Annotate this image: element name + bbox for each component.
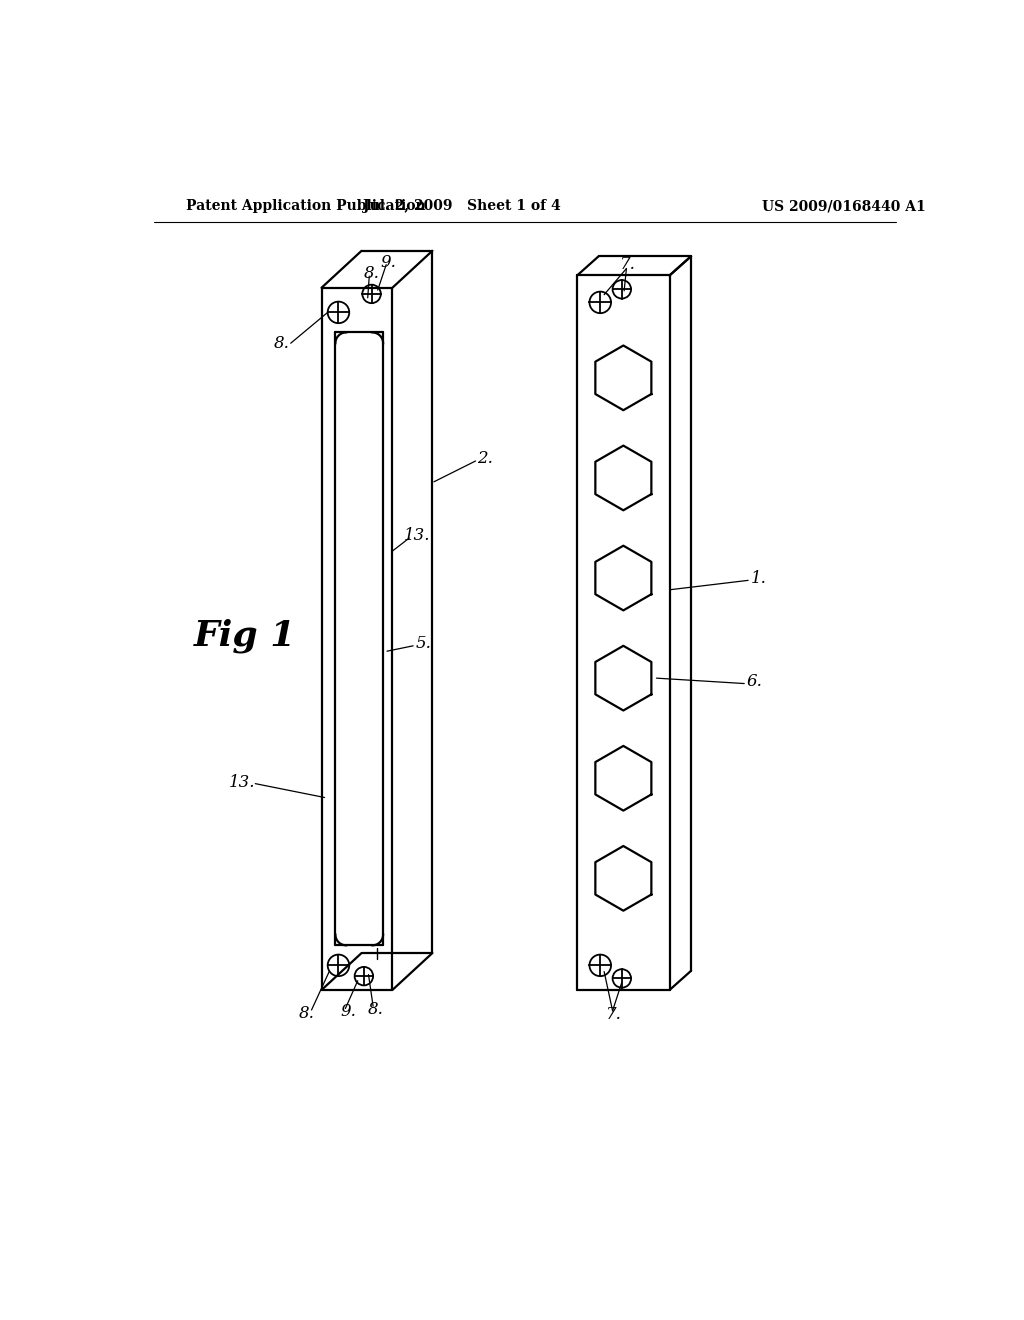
Text: 7.: 7.: [606, 1006, 623, 1023]
Text: 8.: 8.: [298, 1005, 314, 1022]
Text: Fig 1: Fig 1: [194, 619, 296, 653]
Text: 9.: 9.: [381, 253, 396, 271]
Text: 9.: 9.: [340, 1003, 356, 1020]
Text: 2.: 2.: [477, 450, 493, 467]
Text: 6.: 6.: [746, 673, 763, 690]
Text: 8.: 8.: [273, 335, 290, 351]
Text: Patent Application Publication: Patent Application Publication: [186, 199, 426, 213]
Text: Jul. 2, 2009   Sheet 1 of 4: Jul. 2, 2009 Sheet 1 of 4: [362, 199, 560, 213]
Text: 1.: 1.: [751, 569, 766, 586]
Text: 13.: 13.: [229, 774, 256, 791]
Text: 8.: 8.: [368, 1001, 384, 1018]
Text: 7.: 7.: [621, 256, 636, 273]
Text: 13.: 13.: [403, 527, 430, 544]
Text: US 2009/0168440 A1: US 2009/0168440 A1: [762, 199, 926, 213]
Text: 5.: 5.: [416, 635, 431, 652]
Text: 8.: 8.: [364, 265, 380, 282]
